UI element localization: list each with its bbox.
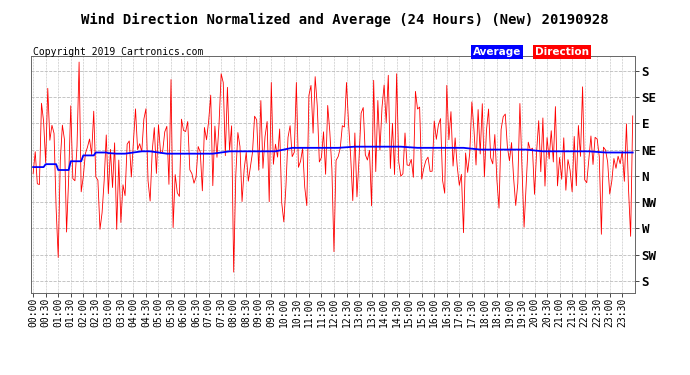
Text: Average: Average — [473, 47, 521, 57]
Text: Wind Direction Normalized and Average (24 Hours) (New) 20190928: Wind Direction Normalized and Average (2… — [81, 13, 609, 27]
Text: Copyright 2019 Cartronics.com: Copyright 2019 Cartronics.com — [33, 47, 204, 57]
Text: Direction: Direction — [535, 47, 589, 57]
